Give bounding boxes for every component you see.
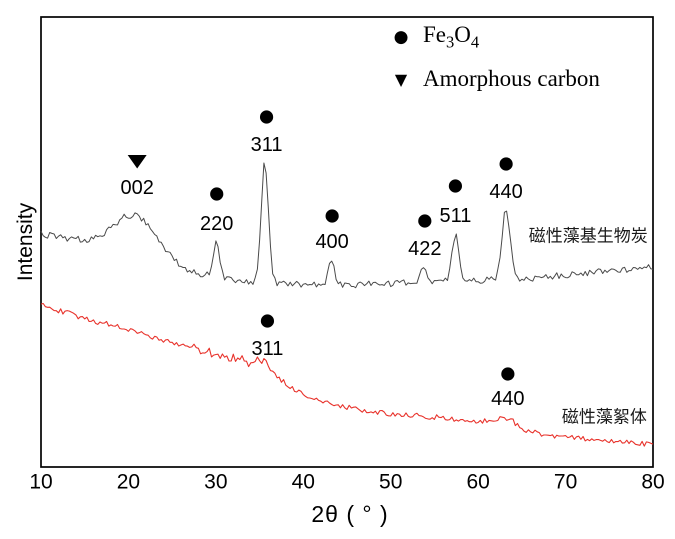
x-axis-title: 2θ ( ° ) [311,501,389,527]
x-tick-label-40: 40 [292,471,315,494]
x-tick-label-20: 20 [117,471,140,494]
xrd-curve-floc [40,302,654,447]
peak-label-biochar-002: 002 [120,177,153,199]
peak-marker-circle-floc-311 [260,314,275,328]
peak-label-biochar-511: 511 [439,205,471,227]
xrd-curve-biochar [40,162,654,289]
peak-label-biochar-311: 311 [251,134,283,156]
filled-circle-icon: ● [393,27,409,47]
peak-label-biochar-400: 400 [315,231,348,253]
series-label-biochar: 磁性藻基生物炭 [529,227,648,246]
legend-label-fe3o4: Fe3O4 [423,21,480,52]
x-tick-label-50: 50 [379,471,402,494]
peak-label-floc-440: 440 [491,388,524,410]
legend-label-amorphous-carbon: Amorphous carbon [423,66,600,91]
peak-marker-circle-floc-440 [501,367,515,381]
peak-marker-circle-biochar-311 [259,110,274,124]
plot-border [40,16,654,468]
peak-label-biochar-220: 220 [200,213,233,235]
x-tick-label-80: 80 [641,471,664,494]
x-tick-label-30: 30 [204,471,227,494]
legend-item-amorphous-carbon: ▼ Amorphous carbon [388,66,600,92]
peak-marker-circle-biochar-400 [325,209,339,223]
filled-triangle-icon: ▼ [394,69,408,89]
y-axis-title: Intensity [14,202,37,282]
peak-marker-circle-biochar-511 [448,179,463,193]
x-tick-label-70: 70 [554,471,577,494]
peak-label-floc-311: 311 [251,338,283,360]
peak-marker-triangle-biochar-002 [127,155,147,169]
x-tick-label-60: 60 [466,471,489,494]
peak-label-biochar-422: 422 [408,238,441,260]
legend-item-fe3o4: ● Fe3O4 [388,21,480,52]
series-label-floc: 磁性藻絮体 [562,408,647,427]
peak-label-biochar-440: 440 [489,181,522,203]
peak-marker-circle-biochar-440 [499,157,513,171]
x-tick-label-10: 10 [29,471,52,494]
peak-marker-circle-biochar-422 [418,214,432,228]
peak-marker-circle-biochar-220 [210,187,224,201]
